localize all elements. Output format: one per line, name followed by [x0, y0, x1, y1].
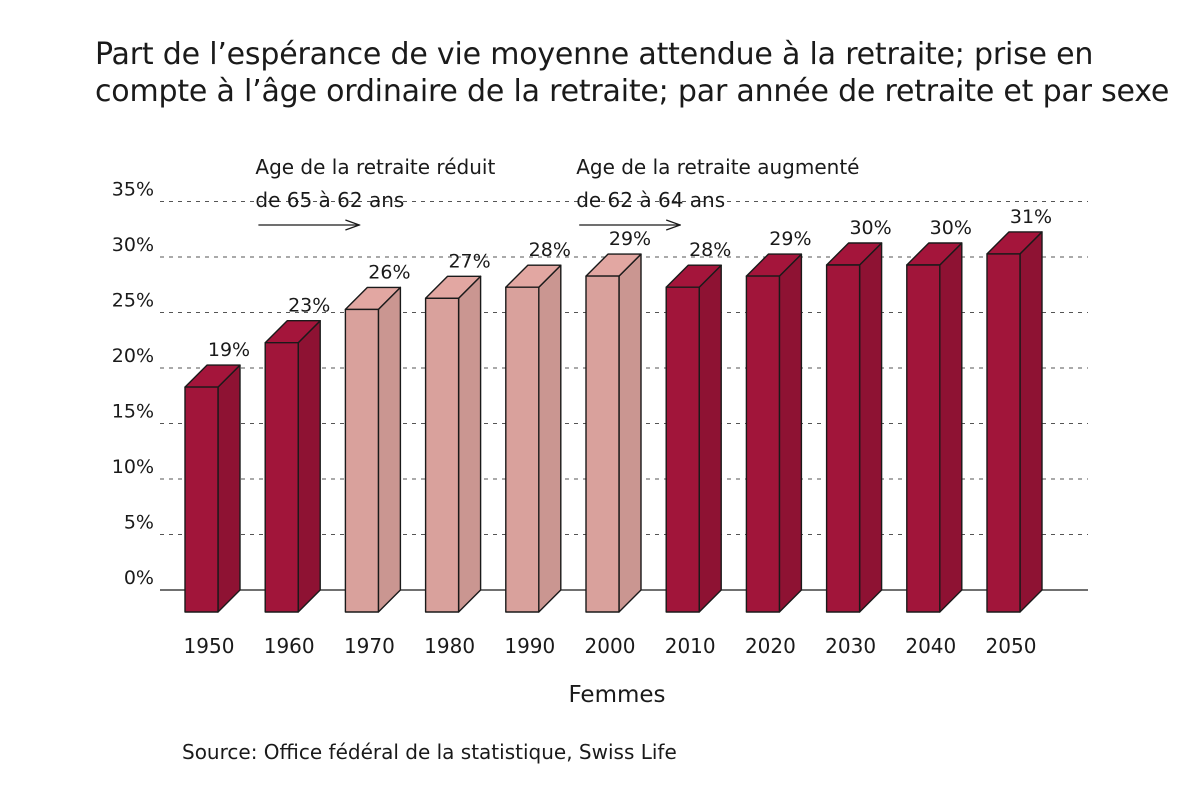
bar-front-2040	[906, 264, 941, 613]
bar-side-2030	[858, 242, 883, 613]
chart-title-line-1: Part de l’espérance de vie moyenne atten…	[95, 37, 1094, 72]
x-tick-label-2010: 2010	[665, 634, 716, 658]
bar-2040	[906, 242, 963, 613]
bar-front-2050	[986, 253, 1021, 613]
bar-2000	[585, 253, 642, 613]
annotation-1-line-2: de 65 à 62 ans	[255, 188, 404, 212]
y-tick-label: 0%	[124, 567, 154, 589]
bar-side-2020	[778, 253, 803, 613]
bar-side-2050	[1019, 231, 1043, 613]
bar-side-2000	[618, 253, 642, 613]
data-label-2000: 29%	[609, 228, 651, 250]
bar-side-1960	[297, 320, 321, 613]
bar-2020	[745, 253, 803, 613]
bar-1980	[424, 275, 482, 613]
bar-side-2010	[698, 264, 722, 613]
data-label-2050: 31%	[1010, 206, 1052, 228]
y-tick-label: 25%	[112, 290, 154, 312]
bars	[184, 231, 1043, 613]
bar-2010	[665, 264, 722, 613]
data-label-2040: 30%	[930, 217, 972, 239]
source-note: Source: Office fédéral de la statistique…	[182, 740, 677, 764]
y-tick-label: 30%	[112, 234, 154, 256]
x-tick-label-1990: 1990	[504, 634, 555, 658]
data-label-1980: 27%	[448, 250, 490, 272]
data-labels: 19% 23% 26% 27% 28% 29% 28% 29% 30% 30% 31%	[208, 206, 1052, 361]
bar-2030	[825, 242, 883, 613]
x-tick-label-2050: 2050	[986, 634, 1037, 658]
y-tick-label: 35%	[112, 179, 154, 201]
x-tick-label-1980: 1980	[424, 634, 475, 658]
y-tick-label: 5%	[124, 512, 154, 534]
data-label-1970: 26%	[368, 261, 410, 283]
bar-side-1950	[217, 364, 241, 613]
bar-front-2030	[825, 264, 861, 613]
bar-2050	[986, 231, 1043, 613]
annotation-2: Age de la retraite augmenté de 62 à 64 an…	[576, 155, 859, 225]
bar-side-1970	[377, 286, 402, 613]
data-label-1960: 23%	[288, 295, 330, 317]
bar-front-2020	[745, 275, 781, 613]
data-label-1950: 19%	[208, 339, 250, 361]
bar-front-1980	[424, 297, 460, 613]
bar-side-1990	[538, 264, 562, 613]
x-tick-label-1970: 1970	[344, 634, 395, 658]
x-tick-label-1960: 1960	[264, 634, 315, 658]
bar-front-2010	[665, 286, 700, 613]
bar-side-2040	[939, 242, 963, 613]
chart-title-line-2: compte à l’âge ordinaire de la retraite;…	[95, 74, 1170, 109]
annotation-2-line-1: Age de la retraite augmenté	[576, 155, 859, 179]
bar-1960	[264, 320, 321, 613]
x-tick-label-1950: 1950	[184, 634, 235, 658]
y-axis-ticks: 35% 30% 25% 20% 15% 10% 5% 0%	[112, 179, 154, 590]
data-label-2020: 29%	[769, 228, 811, 250]
x-tick-label-2040: 2040	[905, 634, 956, 658]
data-label-2030: 30%	[849, 217, 891, 239]
data-label-2010: 28%	[689, 239, 731, 261]
data-label-1990: 28%	[529, 239, 571, 261]
x-tick-label-2020: 2020	[745, 634, 796, 658]
bar-front-1950	[184, 386, 219, 613]
bar-front-2000	[585, 275, 620, 613]
bar-1950	[184, 364, 241, 613]
bar-front-1960	[264, 342, 299, 613]
y-tick-label: 20%	[112, 345, 154, 367]
y-tick-label: 10%	[112, 456, 154, 478]
x-tick-label-2030: 2030	[825, 634, 876, 658]
x-tick-label-2000: 2000	[585, 634, 636, 658]
bar-1990	[505, 264, 562, 613]
annotation-2-line-2: de 62 à 64 ans	[576, 188, 725, 212]
y-tick-label: 15%	[112, 401, 154, 423]
bar-side-1980	[457, 275, 482, 613]
annotation-1: Age de la retraite réduit de 65 à 62 ans	[255, 155, 495, 225]
x-axis-ticks: 1950 1960 1970 1980 1990 2000 2010 2020 2030 2040…	[184, 634, 1037, 658]
bar-1970	[344, 286, 402, 613]
x-axis-label: Femmes	[568, 682, 665, 708]
bar-front-1970	[344, 308, 380, 613]
bar-front-1990	[505, 286, 540, 613]
annotation-1-line-1: Age de la retraite réduit	[255, 155, 495, 179]
chart-title: Part de l’espérance de vie moyenne atten…	[95, 36, 1175, 110]
